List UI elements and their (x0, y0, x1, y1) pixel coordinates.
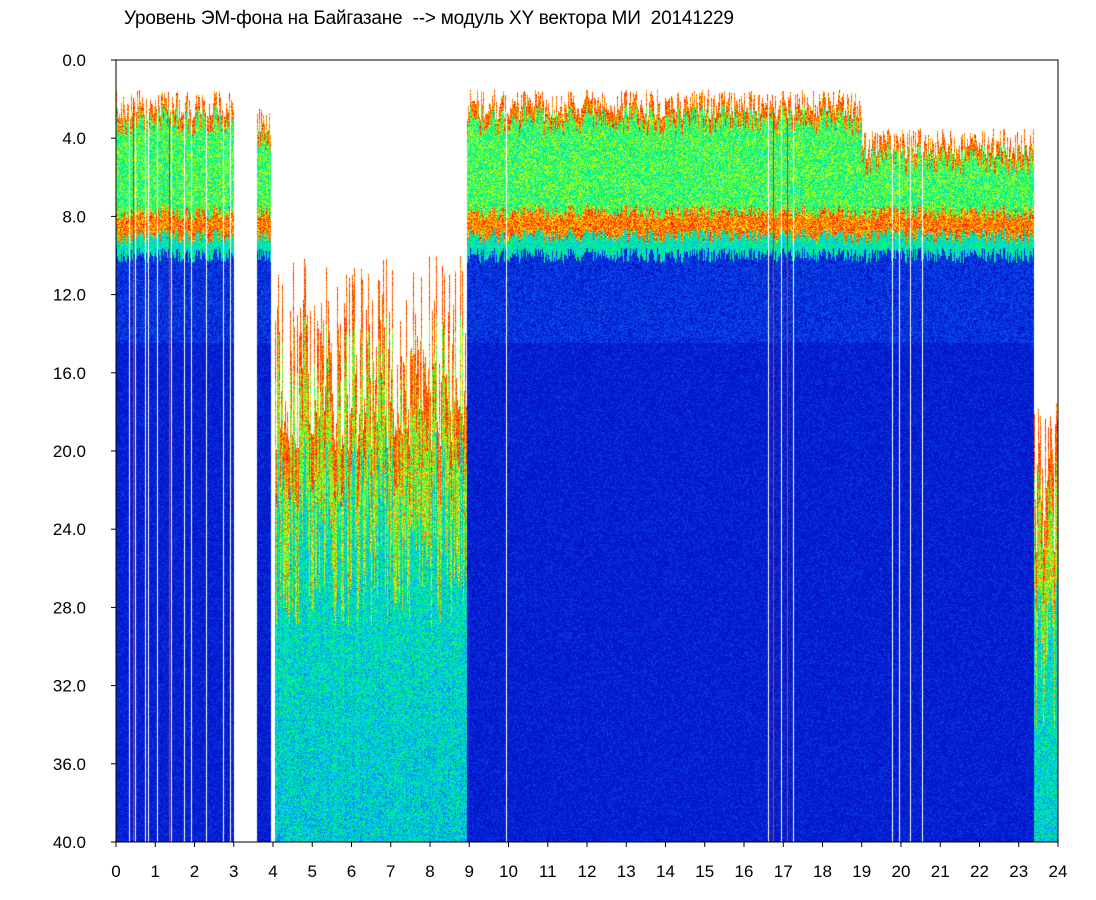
y-tick-label: 32.0 (53, 677, 86, 696)
x-tick-label: 20 (892, 862, 911, 881)
x-axis: 0 1 2 3 4 5 6 7 8 9 10 11 12 13 14 15 16 17 18 19 20 21 22 23 24 (111, 842, 1067, 881)
x-tick-label: 19 (852, 862, 871, 881)
x-tick-label: 24 (1049, 862, 1068, 881)
x-tick-label: 14 (656, 862, 675, 881)
x-tick-label: 2 (190, 862, 199, 881)
y-tick-label: 16.0 (53, 364, 86, 383)
x-tick-label: 8 (425, 862, 434, 881)
x-tick-label: 18 (813, 862, 832, 881)
chart-title: Уровень ЭМ-фона на Байгазане --> модуль … (124, 8, 734, 29)
y-tick-label: 20.0 (53, 442, 86, 461)
y-axis: 0.0 4.0 8.0 12.0 16.0 20.0 24.0 28.0 32.0 36.0 40.… (53, 51, 116, 852)
x-tick-label: 1 (151, 862, 160, 881)
y-tick-label: 4.0 (62, 129, 86, 148)
y-tick-label: 8.0 (62, 207, 86, 226)
x-tick-label: 10 (499, 862, 518, 881)
y-tick-label: 12.0 (53, 286, 86, 305)
x-tick-label: 22 (970, 862, 989, 881)
x-tick-label: 0 (111, 862, 120, 881)
y-tick-label: 36.0 (53, 755, 86, 774)
x-tick-label: 4 (268, 862, 277, 881)
x-tick-label: 5 (308, 862, 317, 881)
heatmap-image (116, 60, 1058, 842)
x-tick-label: 7 (386, 862, 395, 881)
x-tick-label: 17 (774, 862, 793, 881)
x-tick-label: 6 (347, 862, 356, 881)
x-tick-label: 12 (578, 862, 597, 881)
x-tick-label: 21 (931, 862, 950, 881)
x-tick-label: 15 (695, 862, 714, 881)
y-tick-label: 0.0 (62, 51, 86, 70)
x-tick-label: 9 (465, 862, 474, 881)
x-tick-label: 3 (229, 862, 238, 881)
x-tick-label: 11 (539, 862, 557, 881)
y-tick-label: 40.0 (53, 833, 86, 852)
y-tick-label: 28.0 (53, 598, 86, 617)
x-tick-label: 16 (735, 862, 754, 881)
x-tick-label: 13 (617, 862, 636, 881)
plot-area (115, 59, 1059, 843)
y-tick-label: 24.0 (53, 520, 86, 539)
x-tick-label: 23 (1009, 862, 1028, 881)
